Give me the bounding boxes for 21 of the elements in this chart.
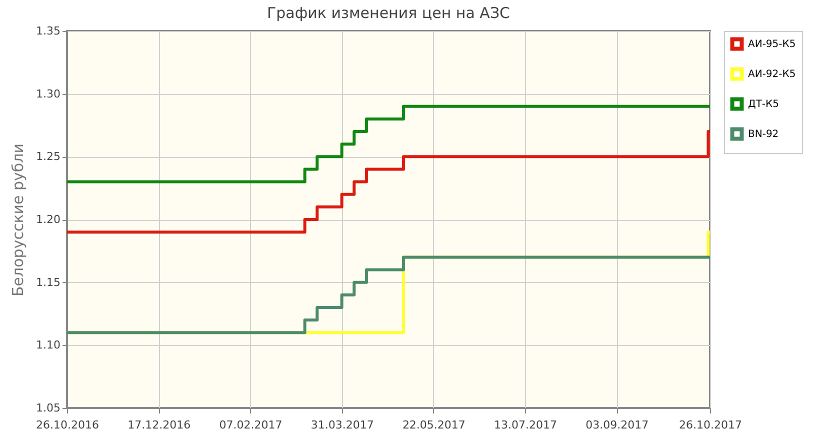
- y-tick-label: 1.15: [36, 276, 60, 289]
- x-tick-label: 03.09.2017: [586, 418, 649, 432]
- legend-label: ДТ-К5: [748, 99, 779, 110]
- x-tick-label: 26.10.2017: [679, 418, 742, 432]
- y-tick-label: 1.30: [36, 87, 60, 100]
- legend-label: АИ-95-К5: [748, 39, 796, 50]
- y-tick-label: 1.05: [36, 402, 60, 414]
- x-tick-label: 26.10.2016: [36, 418, 99, 432]
- x-tick-label: 31.03.2017: [310, 418, 374, 432]
- legend-label: BN-92: [748, 129, 779, 140]
- chart-title: График изменения цен на АЗС: [266, 4, 510, 22]
- x-tick-label: 17.12.2016: [128, 418, 191, 432]
- x-tick-label: 13.07.2017: [494, 418, 558, 432]
- y-tick-label: 1.25: [36, 150, 60, 164]
- legend-label: АИ-92-К5: [748, 69, 796, 80]
- y-tick-label: 1.35: [36, 24, 60, 38]
- y-tick-label: 1.10: [36, 338, 60, 352]
- x-tick-label: 07.02.2017: [219, 418, 282, 432]
- y-tick-label: 1.20: [36, 213, 60, 226]
- x-tick-label: 22.05.2017: [402, 418, 466, 432]
- y-axis-title: Белорусские рубли: [9, 144, 28, 296]
